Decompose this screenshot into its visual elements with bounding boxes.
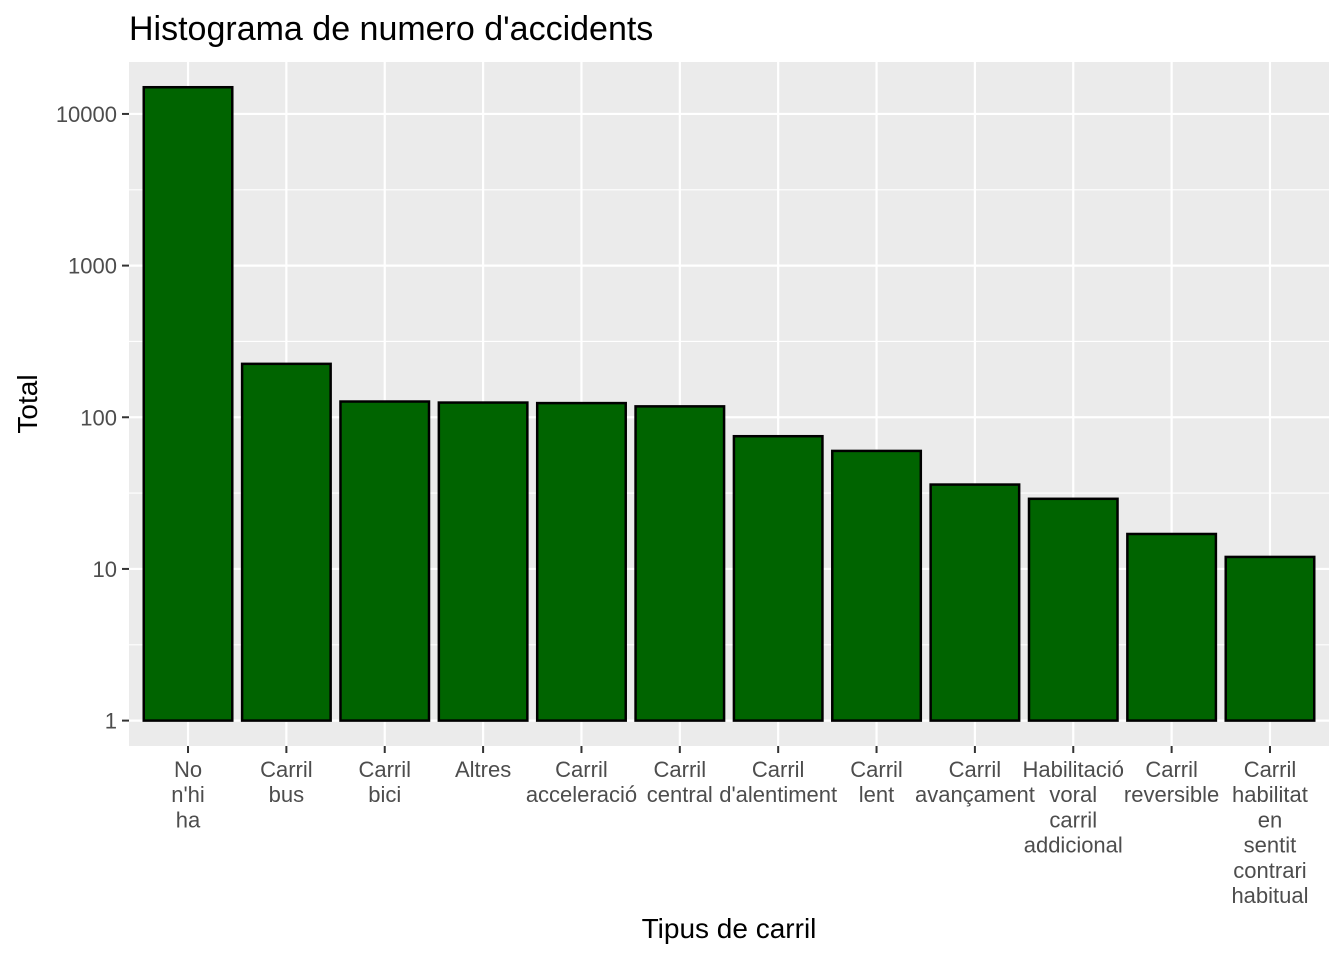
x-tick-label-line: Carril xyxy=(555,757,608,782)
x-tick-label-line: Carril xyxy=(1145,757,1198,782)
y-axis-title: Total xyxy=(12,374,43,433)
bar xyxy=(339,400,431,722)
x-tick-label-line: No xyxy=(174,757,202,782)
x-tick-label: No n'hi ha xyxy=(171,757,205,832)
x-tick-label-line: n'hi xyxy=(171,782,205,807)
x-tick-label-line: Altres xyxy=(455,757,511,782)
x-tick-label: Carril acceleració xyxy=(526,757,637,807)
x-tick-label: Altres xyxy=(455,757,511,782)
bar xyxy=(437,401,529,722)
x-tick-label-line: en xyxy=(1258,807,1282,832)
x-tick-label-line: addicional xyxy=(1024,833,1123,858)
x-tick-label-line: Carril xyxy=(850,757,903,782)
x-tick-label: Carril reversible xyxy=(1124,757,1219,807)
bar xyxy=(142,85,234,722)
x-tick-label-line: Carril xyxy=(752,757,805,782)
bar xyxy=(831,449,923,722)
x-tick-label-line: acceleració xyxy=(526,782,637,807)
x-tick-label: Carril bici xyxy=(358,757,411,807)
bar xyxy=(240,362,332,722)
x-tick-label-line: habitual xyxy=(1231,883,1308,908)
bar xyxy=(1126,532,1218,722)
bar xyxy=(929,483,1021,722)
x-tick-label-line: voral xyxy=(1049,782,1097,807)
x-tick-label-line: Carril xyxy=(654,757,707,782)
y-tick-label: 1 xyxy=(105,709,117,734)
x-tick-label-line: ha xyxy=(176,807,201,832)
chart-title: Histograma de numero d'accidents xyxy=(129,10,653,48)
x-tick-label-line: reversible xyxy=(1124,782,1219,807)
bar xyxy=(732,434,824,722)
x-tick-label-line: habilitat xyxy=(1232,782,1308,807)
y-axis: 1 10 100 1000 10000 xyxy=(56,102,129,734)
x-tick-label: Carril habilitat en sentit contrari habitual xyxy=(1231,757,1308,908)
x-tick-label: Carril lent xyxy=(850,757,903,807)
x-axis-title: Tipus de carril xyxy=(642,913,817,944)
bars xyxy=(142,85,1316,722)
x-tick-label-line: Habilitació xyxy=(1023,757,1125,782)
x-tick-label-line: d'alentiment xyxy=(719,782,837,807)
x-tick-label-line: Carril xyxy=(1244,757,1297,782)
y-tick-label: 10 xyxy=(93,557,117,582)
x-tick-label: Carril avançament xyxy=(915,757,1035,807)
x-tick-label-line: Carril xyxy=(260,757,313,782)
y-tick-label: 100 xyxy=(80,405,117,430)
x-tick-label: Carril central xyxy=(647,757,713,807)
x-tick-label-line: contrari xyxy=(1233,858,1306,883)
x-tick-label-line: sentit xyxy=(1244,833,1297,858)
x-tick-label-line: bus xyxy=(269,782,304,807)
bar xyxy=(634,405,726,722)
x-tick-label-line: central xyxy=(647,782,713,807)
bar xyxy=(1027,497,1119,722)
x-tick-label: Carril bus xyxy=(260,757,313,807)
bar xyxy=(1224,555,1316,722)
x-tick-label-line: avançament xyxy=(915,782,1035,807)
x-tick-label: Habilitació voral carril addicional xyxy=(1023,757,1125,858)
y-tick-label: 10000 xyxy=(56,102,117,127)
x-tick-label-line: Carril xyxy=(358,757,411,782)
x-tick-label-line: lent xyxy=(859,782,894,807)
x-tick-label-line: bici xyxy=(368,782,401,807)
bar xyxy=(535,401,627,722)
x-tick-label: Carril d'alentiment xyxy=(719,757,837,807)
x-tick-label-line: carril xyxy=(1049,807,1097,832)
y-tick-label: 1000 xyxy=(68,254,117,279)
x-tick-label-line: Carril xyxy=(949,757,1002,782)
